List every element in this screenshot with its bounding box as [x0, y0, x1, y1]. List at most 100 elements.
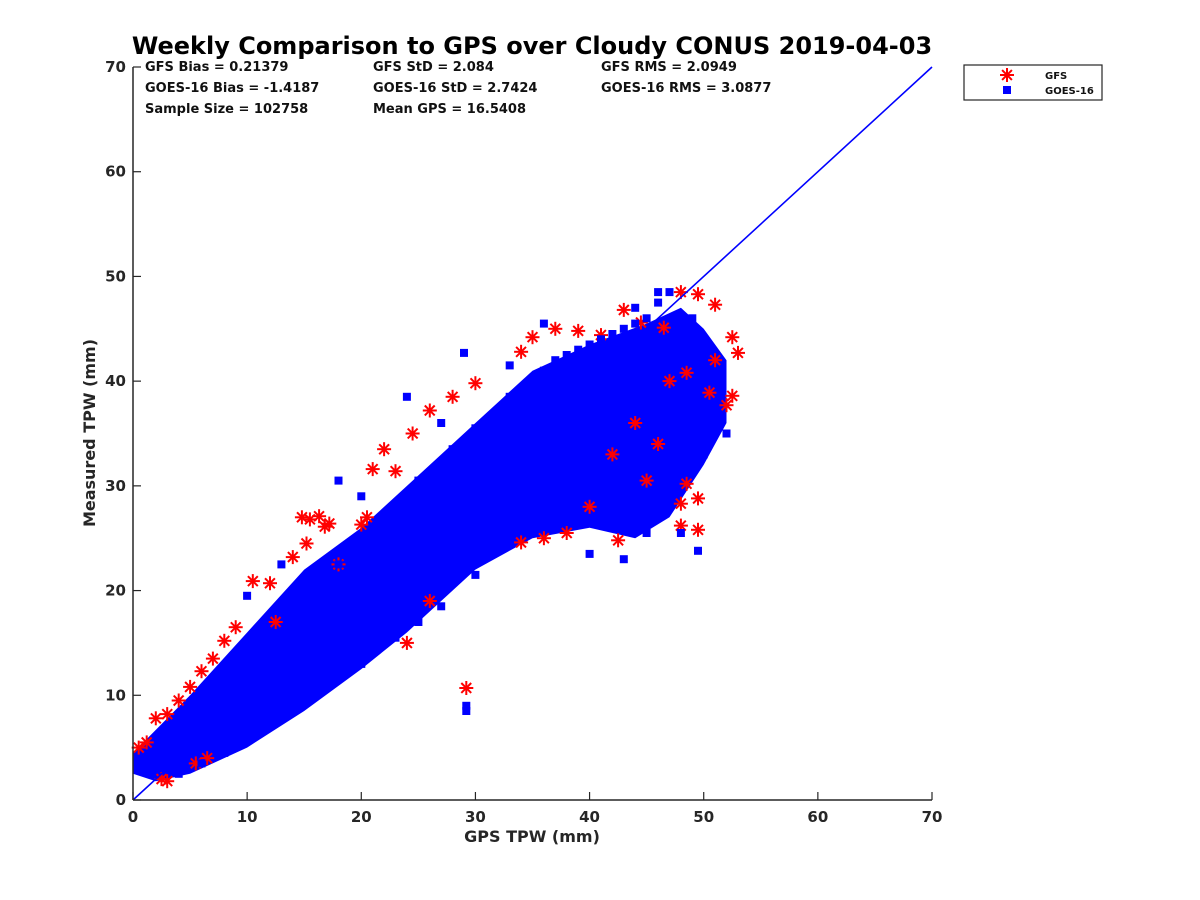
goes-16-point	[186, 748, 195, 757]
goes-16-point	[460, 440, 468, 448]
goes-16-point	[231, 712, 240, 721]
goes-16-point	[460, 348, 468, 357]
goes-16-point	[462, 707, 471, 715]
gfs-point	[171, 693, 186, 708]
stat-gfs-std: GFS StD = 2.084	[373, 60, 494, 75]
gfs-point	[582, 499, 597, 514]
x-axis-label: GPS TPW (mm)	[464, 827, 600, 846]
gfs-point	[708, 297, 723, 312]
gfs-point	[354, 517, 369, 532]
goes-16-point	[345, 555, 354, 564]
y-tick-label: 10	[105, 686, 126, 704]
goes-16-point	[323, 680, 331, 689]
goes-16-point	[642, 529, 651, 537]
goes-16-point	[619, 555, 628, 564]
y-tick-label: 40	[105, 372, 126, 390]
chart-title: Weekly Comparison to GPS over Cloudy CON…	[132, 32, 932, 60]
gfs-point	[548, 321, 563, 336]
goes-16-point	[151, 759, 160, 768]
goes-16-series	[134, 288, 731, 778]
gfs-point	[525, 330, 540, 345]
goes-16-point	[437, 460, 446, 469]
goes-16-point	[699, 450, 708, 459]
legend-gfs-asterisk	[1000, 68, 1014, 82]
gfs-point	[312, 509, 327, 524]
goes-16-point	[174, 769, 183, 778]
goes-16-point	[642, 314, 651, 323]
gfs-point	[559, 526, 574, 540]
x-tick-label: 0	[128, 808, 138, 826]
goes-16-point	[539, 319, 548, 328]
goes-16-point	[462, 701, 471, 710]
stat-goes-bias: GOES-16 Bias = -1.4187	[145, 81, 319, 96]
goes-16-point	[608, 330, 617, 338]
gfs-point	[131, 740, 146, 755]
gfs-point	[605, 447, 620, 462]
gfs-point	[160, 707, 175, 722]
goes-16-point	[357, 492, 366, 501]
goes-16-point	[528, 481, 537, 490]
gfs-point	[702, 385, 717, 400]
goes-16-point	[368, 529, 377, 537]
goes-16-point	[288, 612, 297, 621]
goes-16-point	[619, 324, 628, 333]
gfs-point	[639, 473, 654, 488]
gfs-point	[536, 531, 551, 546]
y-axis-ticks: 0 10 20 30 40 50 60 70	[105, 58, 141, 809]
gfs-point	[205, 651, 220, 666]
goes-16-point	[288, 701, 297, 710]
y-tick-label: 60	[105, 163, 126, 181]
plot-area	[131, 66, 933, 801]
gfs-point	[725, 388, 740, 403]
gfs-point	[217, 633, 232, 648]
goes-16-point	[414, 476, 423, 485]
goes-16-point	[676, 529, 685, 537]
goes-16-point	[174, 748, 183, 757]
gfs-point	[691, 287, 705, 302]
goes-16-point	[631, 303, 640, 312]
gfs-point	[611, 533, 626, 548]
gfs-point	[377, 442, 392, 457]
x-tick-label: 70	[922, 808, 943, 826]
goes-16-point	[391, 633, 400, 642]
goes-16-point	[266, 680, 274, 689]
goes-16-point	[437, 602, 446, 611]
stat-mean-gps: Mean GPS = 16.5408	[373, 102, 526, 117]
gfs-point	[405, 426, 420, 441]
goes-16-point	[414, 618, 423, 626]
gfs-point	[719, 398, 734, 413]
y-tick-label: 0	[116, 791, 126, 809]
stat-goes-rms: GOES-16 RMS = 3.0877	[601, 81, 771, 96]
gfs-point	[679, 476, 694, 491]
goes-16-point	[220, 696, 229, 705]
goes-16-point	[243, 591, 252, 600]
legend-box	[963, 64, 1103, 101]
gfs-point	[731, 345, 745, 360]
legend: GFS GOES-16	[963, 64, 1103, 101]
goes-16-point	[631, 319, 640, 328]
gfs-point	[139, 735, 154, 750]
goes-16-point	[448, 445, 457, 454]
goes-16-point	[694, 546, 702, 555]
goes-16-point	[402, 392, 411, 401]
gfs-point	[679, 365, 694, 380]
goes-16-point	[562, 419, 571, 427]
goes-16-point	[197, 722, 206, 731]
goes-16-point	[357, 539, 366, 548]
goes-16-point	[197, 759, 206, 768]
gfs-point	[616, 302, 631, 317]
goes-16-point	[334, 560, 343, 569]
goes-16-point	[608, 398, 617, 407]
gfs-point	[285, 550, 300, 565]
y-tick-label: 30	[105, 477, 126, 495]
gfs-point	[360, 510, 374, 525]
gfs-point	[388, 464, 403, 479]
goes-16-point	[357, 659, 366, 668]
goes-16-point	[266, 638, 274, 647]
gfs-point	[268, 615, 283, 629]
goes-16-point	[231, 680, 240, 689]
legend-gfs-label: GFS	[1045, 71, 1067, 82]
gfs-point	[263, 576, 277, 591]
goes-16-point	[539, 366, 548, 375]
goes-16-point	[254, 659, 263, 668]
